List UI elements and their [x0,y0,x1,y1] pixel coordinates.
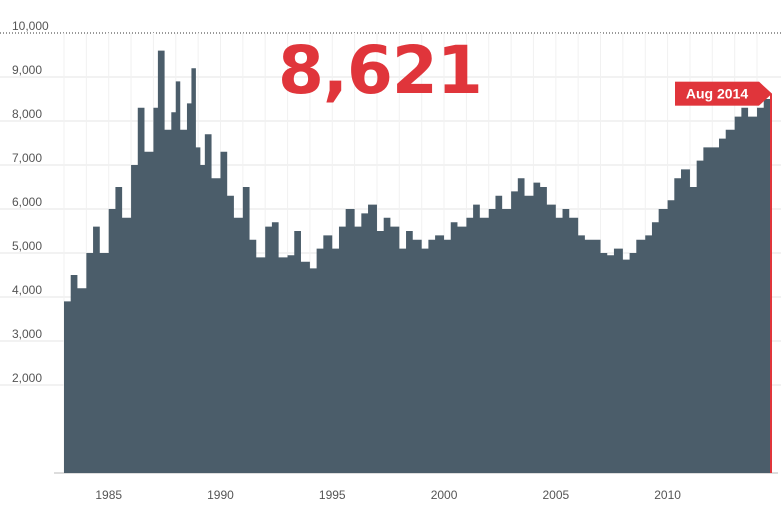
y-tick-label: 4,000 [12,283,42,297]
x-tick-label: 1995 [319,488,346,502]
y-tick-label: 8,000 [12,107,42,121]
data-area [64,51,772,473]
y-tick-label: 6,000 [12,195,42,209]
x-tick-label: 2000 [431,488,458,502]
x-tick-label: 1990 [207,488,234,502]
x-tick-label: 2005 [542,488,569,502]
y-tick-label: 5,000 [12,239,42,253]
x-axis-ticks: 1985 1990 1995 2000 2005 2010 [95,488,681,502]
series-area [64,51,772,473]
y-tick-label: 3,000 [12,327,42,341]
annotations: Aug 2014 [675,82,772,106]
x-tick-label: 1985 [95,488,122,502]
y-tick-label: 9,000 [12,63,42,77]
y-tick-label: 7,000 [12,151,42,165]
y-tick-label: 10,000 [12,19,49,33]
y-tick-label: 2,000 [12,371,42,385]
headline-value: 8,621 [278,38,482,104]
annotation-label: Aug 2014 [686,86,748,102]
y-axis-ticks: 2,000 3,000 4,000 5,000 6,000 7,000 8,000 9,000… [12,19,49,385]
x-tick-label: 2010 [654,488,681,502]
